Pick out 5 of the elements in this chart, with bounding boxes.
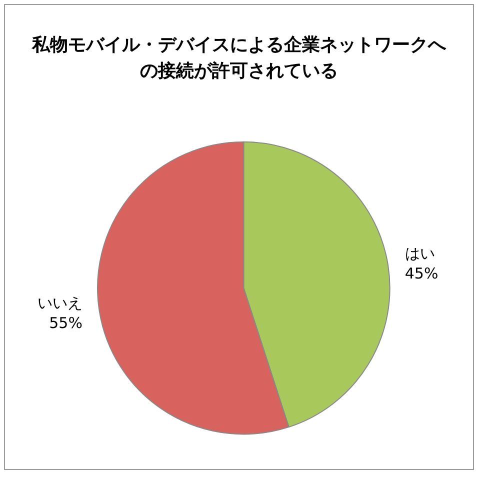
slice-label: いいえ <box>37 294 82 312</box>
slice-label: はい <box>404 244 435 262</box>
data-label: 45% <box>404 264 438 282</box>
chart-title: 私物モバイル・デバイスによる企業ネットワークへの接続が許可されている <box>31 34 447 82</box>
data-label: 55% <box>49 314 82 332</box>
